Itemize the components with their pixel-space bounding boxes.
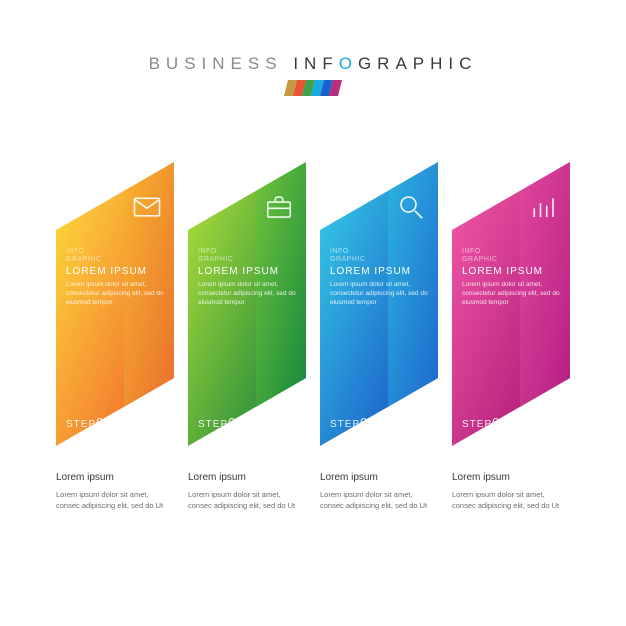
search-icon — [396, 192, 426, 222]
card-subtitle: INFOGRAPHIC — [66, 248, 164, 264]
card-heading: LOREM IPSUM — [66, 266, 164, 277]
card-desc: Lorem ipsum dolor sit amet, consectetur … — [66, 281, 164, 307]
caption: Lorem ipsum Lorem ipsum dolor sit amet, c… — [188, 472, 306, 512]
caption-title: Lorem ipsum — [452, 472, 570, 483]
card-desc: Lorem ipsum dolor sit amet, consectetur … — [198, 281, 296, 307]
card-desc: Lorem ipsum dolor sit amet, consectetur … — [330, 281, 428, 307]
step-card: INFOGRAPHIC LOREM IPSUM Lorem ipsum dolor … — [56, 162, 174, 446]
card-heading: LOREM IPSUM — [330, 266, 428, 277]
caption-text: Lorem ipsum dolor sit amet, consec adipi… — [56, 489, 174, 512]
caption: Lorem ipsum Lorem ipsum dolor sit amet, c… — [452, 472, 570, 512]
page-title: BUSINESS INFOGRAPHIC — [0, 54, 626, 74]
caption-text: Lorem ipsum dolor sit amet, consec adipi… — [452, 489, 570, 512]
caption-title: Lorem ipsum — [56, 472, 174, 483]
caption: Lorem ipsum Lorem ipsum dolor sit amet, c… — [320, 472, 438, 512]
step-card: INFOGRAPHIC LOREM IPSUM Lorem ipsum dolor … — [320, 162, 438, 446]
briefcase-icon — [264, 192, 294, 222]
card-heading: LOREM IPSUM — [462, 266, 560, 277]
title-word-1: BUSINESS — [149, 54, 283, 73]
card-subtitle: INFOGRAPHIC — [330, 248, 428, 264]
header: BUSINESS INFOGRAPHIC — [0, 54, 626, 101]
caption: Lorem ipsum Lorem ipsum dolor sit amet, c… — [56, 472, 174, 512]
barchart-icon — [528, 192, 558, 222]
header-swatches — [286, 80, 340, 96]
card-desc: Lorem ipsum dolor sit amet, consectetur … — [462, 281, 560, 307]
card-heading: LOREM IPSUM — [198, 266, 296, 277]
step-label: STEP03 — [330, 415, 377, 430]
caption-title: Lorem ipsum — [320, 472, 438, 483]
card-subtitle: INFOGRAPHIC — [462, 248, 560, 264]
step-card: INFOGRAPHIC LOREM IPSUM Lorem ipsum dolor … — [452, 162, 570, 446]
card-subtitle: INFOGRAPHIC — [198, 248, 296, 264]
card-body: INFOGRAPHIC LOREM IPSUM Lorem ipsum dolor … — [66, 248, 164, 307]
infographic-cards: INFOGRAPHIC LOREM IPSUM Lorem ipsum dolor … — [56, 162, 570, 446]
step-label: STEP04 — [462, 415, 509, 430]
step-card: INFOGRAPHIC LOREM IPSUM Lorem ipsum dolor … — [188, 162, 306, 446]
card-body: INFOGRAPHIC LOREM IPSUM Lorem ipsum dolor … — [462, 248, 560, 307]
title-word-2: INFOGRAPHIC — [293, 54, 477, 73]
caption-text: Lorem ipsum dolor sit amet, consec adipi… — [188, 489, 306, 512]
card-body: INFOGRAPHIC LOREM IPSUM Lorem ipsum dolor … — [330, 248, 428, 307]
caption-text: Lorem ipsum dolor sit amet, consec adipi… — [320, 489, 438, 512]
step-label: STEP01 — [66, 415, 113, 430]
mail-icon — [132, 192, 162, 222]
captions-row: Lorem ipsum Lorem ipsum dolor sit amet, c… — [56, 472, 570, 512]
caption-title: Lorem ipsum — [188, 472, 306, 483]
step-label: STEP02 — [198, 415, 245, 430]
card-body: INFOGRAPHIC LOREM IPSUM Lorem ipsum dolor … — [198, 248, 296, 307]
